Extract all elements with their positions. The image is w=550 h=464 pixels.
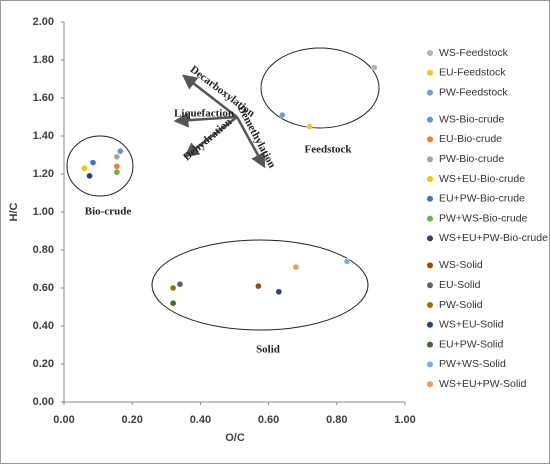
point (113, 168, 121, 176)
legend-label: WS+EU-Solid (439, 319, 504, 331)
y-tick-label: 0.40 (33, 320, 54, 332)
legend-marker (427, 69, 433, 76)
legend-marker (427, 302, 433, 308)
legend-label: PW+WS-Solid (439, 358, 506, 370)
x-tick-label: 0.60 (258, 414, 279, 426)
legend-label: WS+EU+PW-Bio-crude (439, 232, 548, 244)
legend-marker (427, 321, 433, 328)
group-ellipse (151, 239, 369, 331)
annotation: Liquefaction (174, 108, 234, 120)
x-tick-label: 0.40 (190, 414, 211, 426)
legend-label: WS-Feedstock (439, 47, 509, 59)
x-tick-label: 0.20 (121, 414, 142, 426)
legend-marker (427, 262, 433, 269)
point (117, 147, 124, 155)
point (306, 123, 313, 130)
point (275, 288, 283, 295)
y-tick-label: 1.80 (33, 54, 54, 66)
legend-marker (427, 215, 433, 222)
x-axis-label: O/C (225, 432, 245, 444)
point (255, 282, 262, 290)
legend-label: PW-Bio-crude (439, 153, 504, 165)
point (89, 159, 97, 166)
annotation: Feedstock (304, 144, 352, 156)
y-tick-label: 1.60 (33, 92, 54, 104)
legend-label: WS-Bio-crude (439, 113, 505, 125)
x-tick-label: 0.80 (326, 414, 347, 426)
point (371, 64, 378, 71)
legend-label: PW+WS-Bio-crude (439, 212, 528, 224)
point (86, 172, 93, 180)
group-ellipse (66, 135, 134, 197)
y-axis-label: H/C (8, 202, 20, 221)
legend-marker (427, 116, 433, 123)
legend-label: EU+PW-Bio-crude (439, 193, 525, 205)
annotation: Solid (256, 344, 280, 356)
point (292, 263, 300, 271)
point (113, 153, 121, 161)
legend-label: PW-Feedstock (439, 86, 508, 98)
legend-label: EU+PW-Solid (439, 338, 503, 350)
point (176, 281, 184, 288)
legend-marker (427, 176, 433, 182)
y-tick-label: 0.20 (33, 358, 54, 370)
group-ellipse (260, 47, 380, 129)
point (343, 258, 351, 265)
legend-label: EU-Bio-crude (439, 133, 502, 145)
legend-marker (427, 195, 433, 202)
x-tick-label: 0.00 (53, 414, 74, 426)
point (169, 284, 177, 292)
legend-marker (427, 50, 433, 56)
y-tick-label: 1.20 (33, 168, 54, 180)
reaction-arrows (173, 74, 266, 169)
legend-label: WS+EU+PW-Solid (439, 378, 526, 390)
legend-marker (427, 136, 433, 143)
point (113, 163, 121, 170)
legend-marker (427, 282, 433, 289)
legend-marker (427, 235, 433, 242)
point (169, 300, 177, 307)
legend-label: EU-Solid (439, 279, 481, 291)
legend-marker (427, 156, 433, 163)
legend-label: PW-Solid (439, 299, 483, 311)
y-tick-label: 0.80 (33, 244, 54, 256)
legend-label: WS+EU-Bio-crude (439, 173, 525, 185)
legend-label: WS-Solid (439, 259, 483, 271)
annotation: Bio-crude (85, 206, 132, 218)
legend-label: EU-Feedstock (439, 67, 506, 79)
y-tick-label: 0.00 (33, 396, 54, 408)
y-tick-label: 2.00 (33, 16, 54, 28)
legend-marker (427, 361, 433, 368)
y-tick-label: 1.40 (33, 130, 54, 142)
legend-marker (427, 89, 433, 96)
x-tick-label: 1.00 (394, 414, 415, 426)
legend-marker (427, 341, 433, 348)
y-tick-label: 1.00 (33, 206, 54, 218)
point (81, 165, 88, 172)
point (279, 111, 286, 119)
legend-marker (427, 381, 433, 388)
y-tick-label: 0.60 (33, 282, 54, 294)
